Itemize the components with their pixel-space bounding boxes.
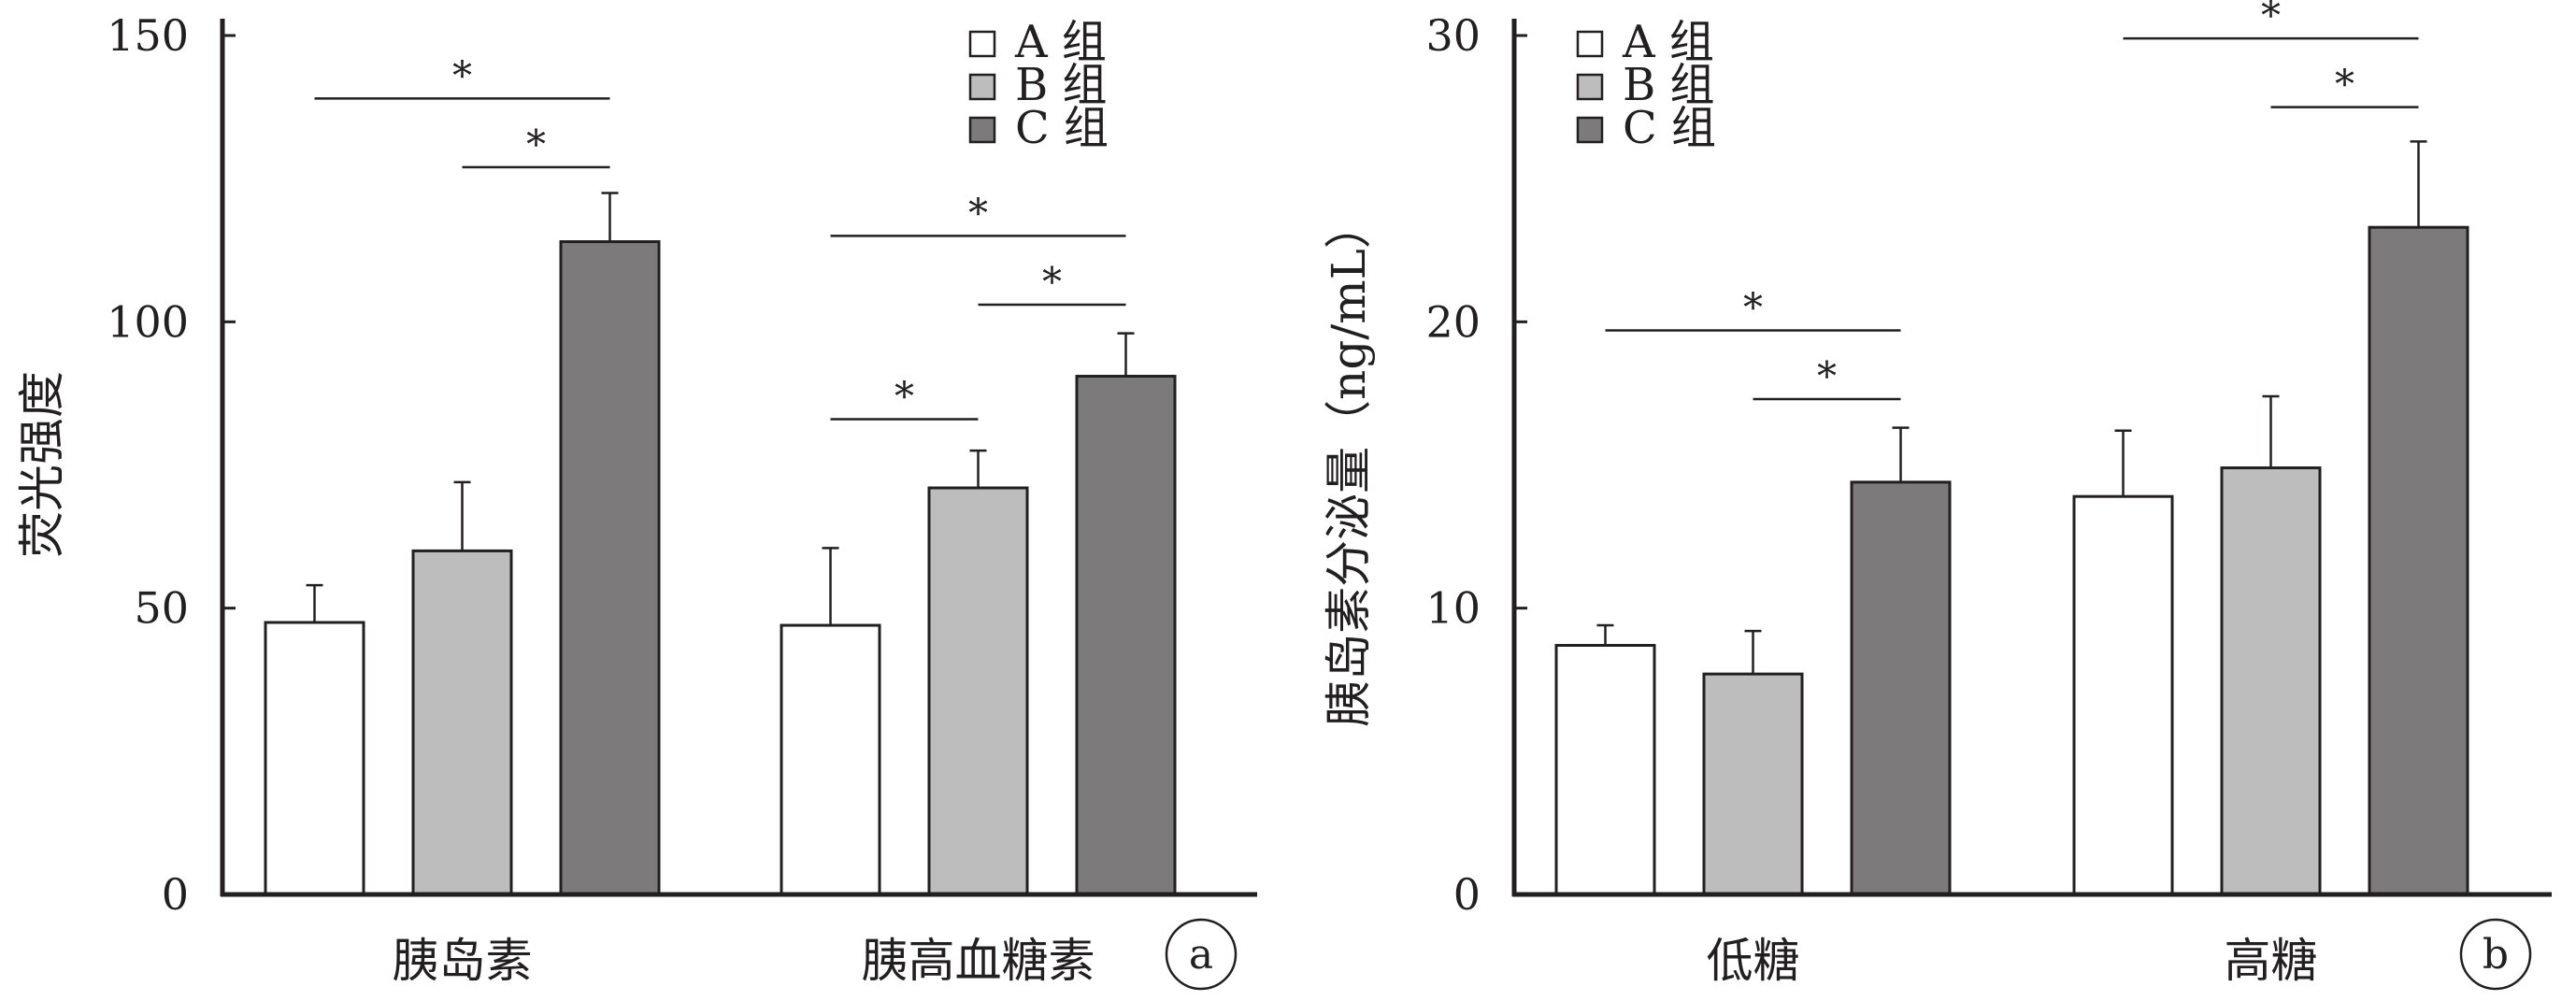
y-tick-label: 0 <box>1453 869 1481 920</box>
significance-marker: * <box>2335 62 2354 107</box>
bar <box>780 623 881 896</box>
bar <box>264 621 365 896</box>
bar <box>411 549 513 896</box>
chart-panel-b: 0 10 20 30 低糖 高糖 胰岛素分泌量（ng/mL） * * * * A 组B 组C 组 b <box>1322 0 2552 991</box>
significance-marker: * <box>1817 353 1837 399</box>
legend-swatch <box>968 116 996 144</box>
y-tick-label: 0 <box>162 869 189 920</box>
panel-label: a <box>1189 931 1213 979</box>
bar <box>927 486 1029 896</box>
y-tick-label: 100 <box>107 296 189 347</box>
bar <box>1554 643 1656 896</box>
y-tick-label: 50 <box>134 583 189 634</box>
legend-label: C 组 <box>1015 102 1109 154</box>
y-tick-label: 30 <box>1425 10 1481 61</box>
bar <box>2368 225 2469 896</box>
y-tick-label: 10 <box>1425 583 1481 634</box>
legend-label: A 组 <box>1014 16 1107 68</box>
bar <box>1850 480 1952 896</box>
significance-marker: * <box>452 52 472 98</box>
panel-label-circle <box>2459 918 2532 991</box>
significance-marker: * <box>1042 259 1062 305</box>
significance-marker: * <box>894 373 914 419</box>
bar <box>2220 466 2322 896</box>
significance-marker: * <box>1743 285 1763 331</box>
y-tick-label: 150 <box>107 10 189 61</box>
significance-marker: * <box>526 122 546 167</box>
x-category-label: 高糖 <box>2225 934 2318 988</box>
panel-label: b <box>2483 931 2509 979</box>
bar <box>559 240 661 896</box>
legend-label: B 组 <box>1623 59 1715 111</box>
bar <box>1702 672 1804 896</box>
bar <box>1075 375 1177 896</box>
legend-label: A 组 <box>1622 16 1714 68</box>
legend-label: B 组 <box>1015 59 1108 111</box>
x-category-label: 胰岛素 <box>393 934 533 988</box>
x-category-label: 低糖 <box>1707 934 1800 988</box>
chart-panel-a: 0 50 100 150 胰岛素 胰高血糖素 荧光强度 * * * * * A 组B 组C 组 a <box>15 10 1257 991</box>
legend-swatch <box>968 73 996 101</box>
y-axis-label: 荧光强度 <box>15 371 69 558</box>
legend-label: C 组 <box>1623 102 1716 154</box>
bar <box>2072 494 2174 896</box>
legend-swatch <box>968 30 996 58</box>
legend-swatch <box>1576 116 1604 144</box>
legend-swatch <box>1576 30 1604 58</box>
x-category-label: 胰高血糖素 <box>862 934 1095 988</box>
y-axis-label: 胰岛素分泌量（ng/mL） <box>1322 202 1376 727</box>
y-tick-label: 20 <box>1425 296 1481 347</box>
significance-marker: * <box>2261 0 2281 38</box>
panel-label-circle <box>1165 918 1238 991</box>
legend-swatch <box>1576 73 1604 101</box>
significance-marker: * <box>968 190 988 236</box>
